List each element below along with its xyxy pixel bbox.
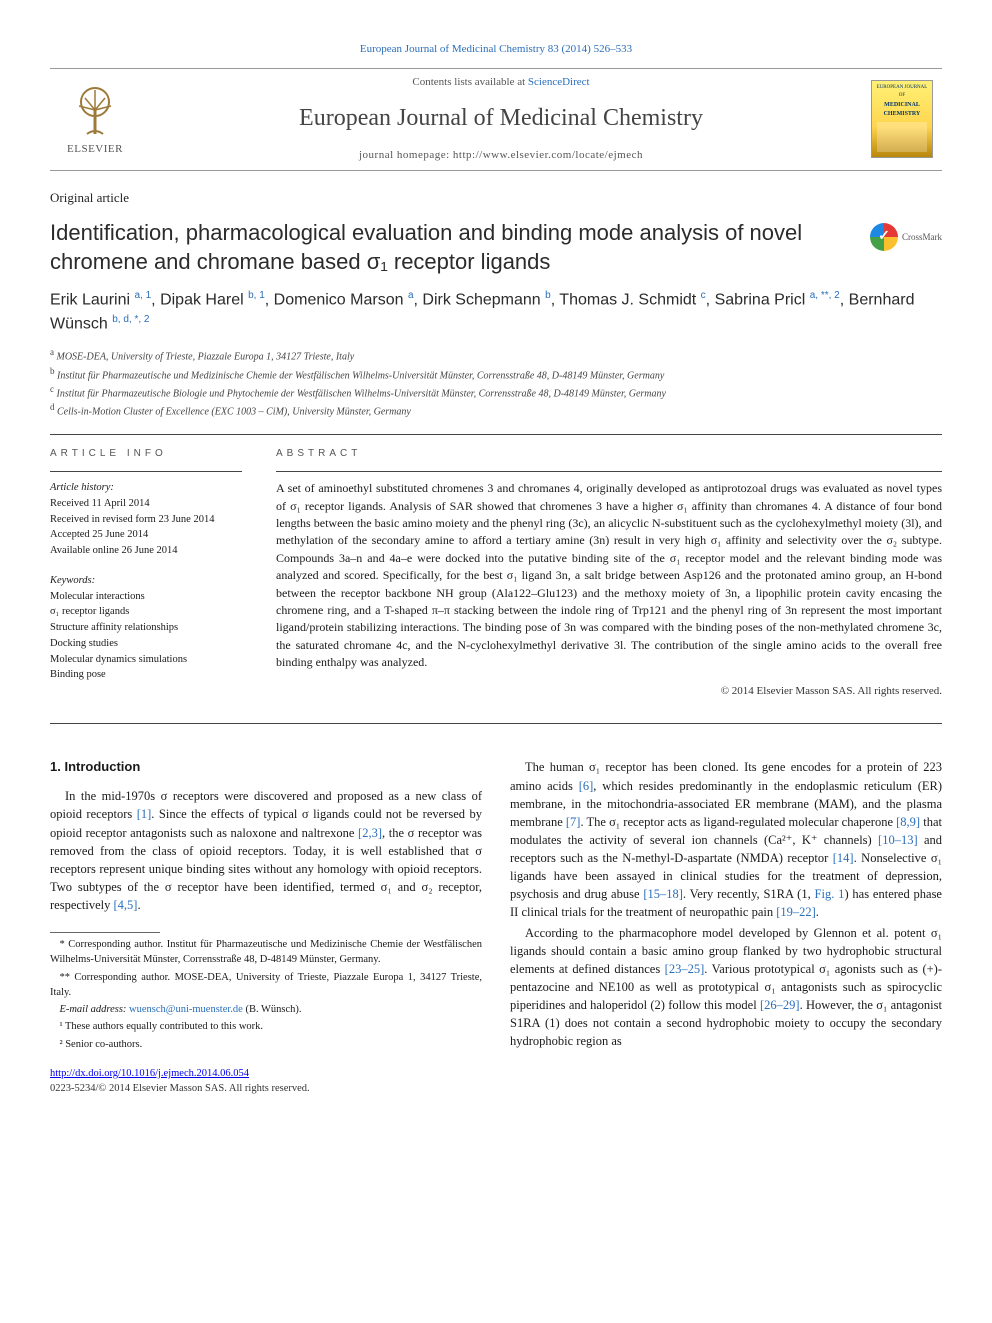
doi-block: http://dx.doi.org/10.1016/j.ejmech.2014.… — [50, 1066, 942, 1096]
sciencedirect-link[interactable]: ScienceDirect — [528, 76, 590, 88]
kw-1: σ₁ receptor ligands — [50, 606, 129, 617]
crossmark-icon: ✓ — [870, 223, 898, 251]
ref-1[interactable]: [1] — [137, 807, 152, 821]
author-list: Erik Laurini a, 1, Dipak Harel b, 1, Dom… — [50, 288, 942, 337]
kw-2: Structure affinity relationships — [50, 622, 178, 633]
history-2: Accepted 25 June 2014 — [50, 529, 148, 540]
abstract-heading: ABSTRACT — [276, 447, 942, 462]
affiliation-c: c Institut für Pharmazeutische Biologie … — [50, 383, 942, 401]
footnote-2: ² Senior co-authors. — [50, 1037, 482, 1052]
affiliations: a MOSE-DEA, University of Trieste, Piazz… — [50, 346, 942, 419]
cover-line1: EUROPEAN JOURNAL OF — [875, 84, 929, 99]
history-1: Received in revised form 23 June 2014 — [50, 514, 214, 525]
ref-14[interactable]: [14] — [833, 851, 854, 865]
intro-para-3: According to the pharmacophore model dev… — [510, 924, 942, 1051]
ref-15-18[interactable]: [15–18] — [643, 887, 683, 901]
abstract-column: ABSTRACT A set of aminoethyl substituted… — [260, 437, 942, 724]
footnotes-separator — [50, 932, 160, 933]
ref-7[interactable]: [7] — [566, 815, 581, 829]
keywords-block: Keywords: Molecular interactions σ₁ rece… — [50, 573, 242, 683]
kw-3: Docking studies — [50, 638, 118, 649]
article-type: Original article — [50, 189, 942, 208]
cover-line2: MEDICINAL CHEMISTRY — [875, 101, 929, 118]
article-info-column: ARTICLE INFO Article history: Received 1… — [50, 437, 260, 724]
ref-2-3[interactable]: [2,3] — [358, 826, 382, 840]
publisher-logo-block: ELSEVIER — [50, 80, 140, 158]
ref-6[interactable]: [6] — [579, 779, 594, 793]
footnote-email: E-mail address: wuensch@uni-muenster.de … — [50, 1002, 482, 1017]
kw-4: Molecular dynamics simulations — [50, 654, 187, 665]
abstract-text: A set of aminoethyl substituted chromene… — [276, 480, 942, 671]
email-link[interactable]: wuensch@uni-muenster.de — [129, 1004, 243, 1015]
footnote-1: ¹ These authors equally contributed to t… — [50, 1019, 482, 1034]
footnote-corr2: ** Corresponding author. MOSE-DEA, Unive… — [50, 970, 482, 1000]
homepage-link[interactable]: http://www.elsevier.com/locate/ejmech — [453, 149, 643, 161]
article-info-heading: ARTICLE INFO — [50, 447, 242, 462]
masthead-center: Contents lists available at ScienceDirec… — [140, 75, 862, 164]
affiliation-b: b Institut für Pharmazeutische und Mediz… — [50, 365, 942, 383]
contents-available-line: Contents lists available at ScienceDirec… — [140, 75, 862, 91]
ref-10-13[interactable]: [10–13] — [878, 833, 918, 847]
journal-cover-thumb: EUROPEAN JOURNAL OF MEDICINAL CHEMISTRY — [862, 80, 942, 158]
citation-link[interactable]: European Journal of Medicinal Chemistry … — [360, 43, 632, 55]
kw-0: Molecular interactions — [50, 591, 145, 602]
rule-under-abstract-heading — [276, 471, 942, 472]
footnote-corr1: * Corresponding author. Institut für Pha… — [50, 937, 482, 967]
keywords-label: Keywords: — [50, 575, 95, 586]
doi-copyright: 0223-5234/© 2014 Elsevier Masson SAS. Al… — [50, 1083, 310, 1094]
journal-name: European Journal of Medicinal Chemistry — [140, 101, 862, 136]
history-label: Article history: — [50, 482, 114, 493]
section-1-heading: 1. Introduction — [50, 758, 482, 777]
publisher-name: ELSEVIER — [67, 142, 123, 158]
homepage-line: journal homepage: http://www.elsevier.co… — [140, 148, 862, 164]
abstract-copyright: © 2014 Elsevier Masson SAS. All rights r… — [276, 684, 942, 700]
history-3: Available online 26 June 2014 — [50, 545, 178, 556]
masthead: ELSEVIER Contents lists available at Sci… — [50, 68, 942, 171]
ref-26-29[interactable]: [26–29] — [760, 998, 800, 1012]
info-abstract-row: ARTICLE INFO Article history: Received 1… — [50, 437, 942, 725]
article-history: Article history: Received 11 April 2014 … — [50, 480, 242, 559]
intro-para-2: The human σ₁ receptor has been cloned. I… — [510, 758, 942, 921]
citation-line: European Journal of Medicinal Chemistry … — [50, 42, 942, 58]
ref-8-9[interactable]: [8,9] — [896, 815, 920, 829]
contents-prefix: Contents lists available at — [412, 76, 527, 88]
doi-link[interactable]: http://dx.doi.org/10.1016/j.ejmech.2014.… — [50, 1068, 249, 1079]
journal-cover-icon: EUROPEAN JOURNAL OF MEDICINAL CHEMISTRY — [871, 80, 933, 158]
intro-para-1: In the mid-1970s σ receptors were discov… — [50, 787, 482, 914]
history-0: Received 11 April 2014 — [50, 498, 150, 509]
affiliation-d: d Cells-in-Motion Cluster of Excellence … — [50, 401, 942, 419]
affiliation-a: a MOSE-DEA, University of Trieste, Piazz… — [50, 346, 942, 364]
kw-5: Binding pose — [50, 669, 106, 680]
elsevier-tree-icon — [65, 80, 125, 140]
ref-19-22[interactable]: [19–22] — [776, 905, 816, 919]
crossmark-label: CrossMark — [902, 231, 942, 244]
article-title: Identification, pharmacological evaluati… — [50, 219, 860, 275]
homepage-prefix: journal homepage: — [359, 149, 453, 161]
rule-under-info-heading — [50, 471, 242, 472]
ref-4-5[interactable]: [4,5] — [114, 898, 138, 912]
title-row: Identification, pharmacological evaluati… — [50, 219, 942, 287]
footnotes: * Corresponding author. Institut für Pha… — [50, 937, 482, 1052]
crossmark-badge[interactable]: ✓ CrossMark — [870, 223, 942, 251]
rule-above-abstract — [50, 434, 942, 435]
fig-1-link[interactable]: Fig. 1 — [815, 887, 845, 901]
body-columns: 1. Introduction In the mid-1970s σ recep… — [50, 758, 942, 1053]
page-root: European Journal of Medicinal Chemistry … — [0, 0, 992, 1126]
ref-23-25[interactable]: [23–25] — [665, 962, 705, 976]
